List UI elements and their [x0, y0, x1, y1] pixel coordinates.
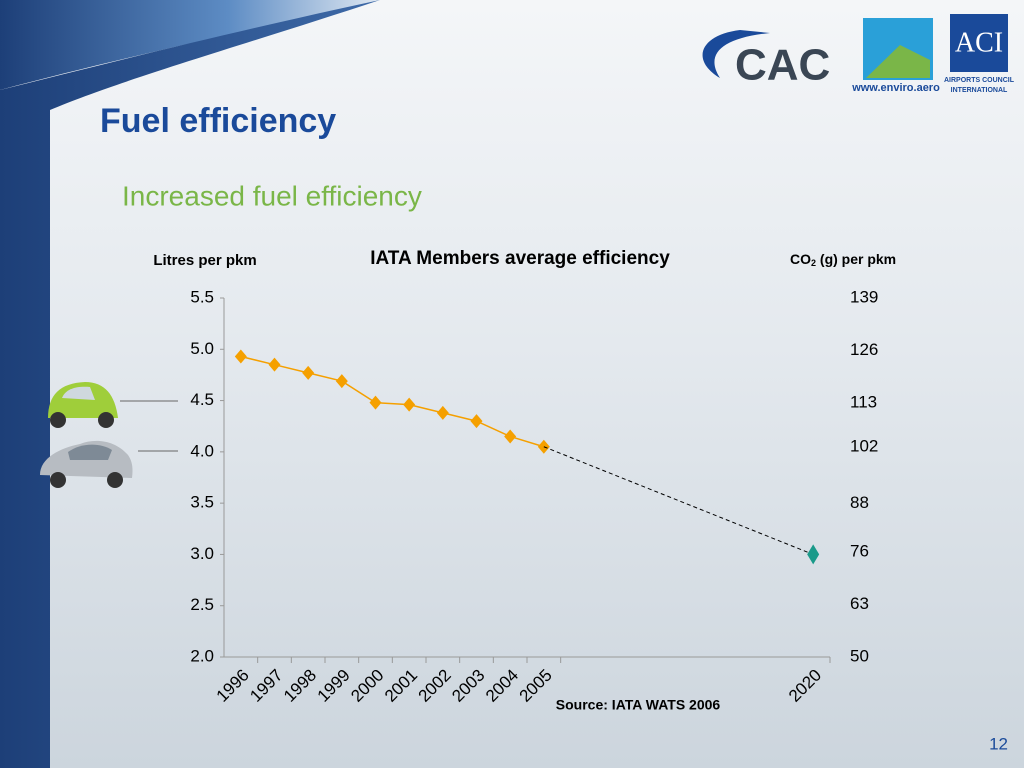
y2-tick-label: 76 [850, 542, 869, 561]
swoosh [0, 0, 380, 90]
y2-tick-label: 139 [850, 287, 878, 306]
label-part: CO [790, 251, 811, 267]
car-sedan [40, 440, 133, 488]
y-tick-label: 4.0 [190, 441, 214, 460]
car-wheel [98, 412, 114, 428]
car-body [48, 382, 118, 418]
y2-tick-label: 63 [850, 594, 869, 613]
y2-tick-label: 113 [850, 392, 877, 411]
data-point [302, 365, 315, 380]
logo-text: INTERNATIONAL [951, 87, 1008, 94]
label-sub: 2 [811, 258, 816, 268]
series-line [543, 446, 814, 555]
source: Source: IATA WATS 2006 [556, 697, 721, 713]
car-window [68, 444, 112, 460]
car-window [62, 386, 95, 400]
data-point [807, 544, 820, 565]
logo-enviro: www.enviro.aero [851, 18, 940, 94]
logo-text: ACI [955, 27, 1003, 58]
y2-tick-label: 88 [850, 493, 869, 512]
y-tick-label: 5.0 [190, 339, 214, 358]
data-point [369, 395, 382, 410]
y-tick-label: 4.5 [190, 390, 214, 409]
y-tick-label: 2.5 [190, 595, 214, 614]
logo-cac: CAC [702, 30, 830, 90]
y2-axis-label: CO2 (g) per pkm [790, 251, 896, 269]
data-point [436, 405, 449, 420]
y-tick-label: 3.5 [190, 493, 214, 512]
label-part: (g) per pkm [816, 251, 896, 267]
y-tick-label: 3.0 [190, 544, 214, 563]
slide-title: Fuel efficiency [100, 102, 336, 140]
y-axis-label: Litres per pkm [153, 252, 256, 269]
cac-swoosh [702, 30, 770, 78]
logo-text: CAC [735, 41, 830, 90]
logo-text: www.enviro.aero [851, 82, 940, 94]
y2-tick-label: 50 [850, 646, 869, 665]
series-line [240, 355, 545, 448]
logo-text: AIRPORTS COUNCIL [944, 77, 1015, 84]
data-point [234, 349, 247, 364]
y2-tick-label: 126 [850, 340, 878, 359]
logo-aci: ACI AIRPORTS COUNCIL INTERNATIONAL [944, 14, 1015, 94]
data-point [504, 429, 517, 444]
subtitle: Increased fuel efficiency [122, 180, 422, 211]
y-tick-label: 2.0 [190, 646, 214, 665]
page-number: 12 [989, 734, 1008, 753]
data-point [268, 357, 281, 372]
y-tick-label: 5.5 [190, 287, 214, 306]
chart-title: IATA Members average efficiency [370, 248, 670, 269]
car-wheel [107, 472, 123, 488]
y2-tick-label: 102 [850, 437, 878, 456]
data-point [335, 374, 348, 389]
left-strip [0, 0, 380, 768]
car-wheel [50, 412, 66, 428]
data-point [470, 414, 483, 429]
data-point [403, 397, 416, 412]
aci-box [950, 14, 1008, 72]
car-wheel [50, 472, 66, 488]
enviro-roof [866, 45, 930, 78]
car-small [48, 382, 118, 428]
